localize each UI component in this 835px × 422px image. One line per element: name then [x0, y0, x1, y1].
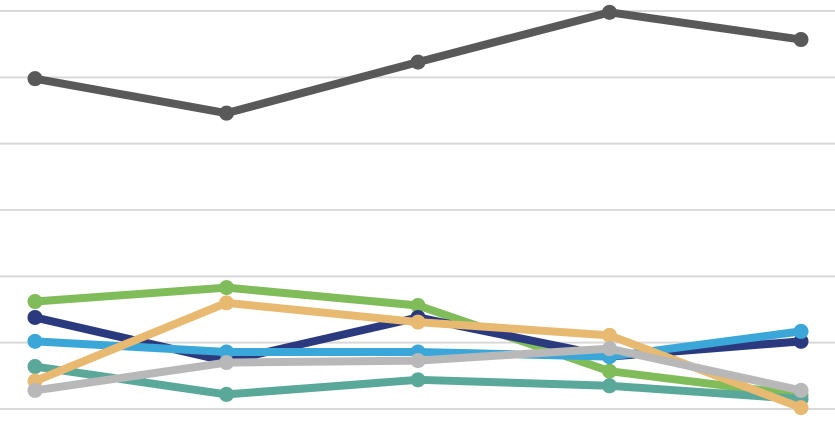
series-2-point-2[interactable]: [219, 280, 234, 296]
series-5-point-1[interactable]: [27, 359, 43, 375]
series-5-point-3[interactable]: [410, 372, 426, 388]
series-5: [27, 359, 809, 407]
series-6-point-3[interactable]: [410, 314, 426, 330]
series-1-point-5[interactable]: [793, 32, 809, 48]
series-6-point-4[interactable]: [602, 327, 617, 343]
series-5-point-2[interactable]: [219, 386, 234, 402]
series-1-point-2[interactable]: [219, 105, 234, 121]
series-4-point-2[interactable]: [219, 344, 234, 360]
series-1: [27, 4, 809, 121]
series-2-point-3[interactable]: [410, 298, 426, 314]
series-4-point-1[interactable]: [27, 333, 43, 349]
series-7: [27, 341, 809, 398]
series-7-point-4[interactable]: [602, 341, 617, 357]
series-1-point-3[interactable]: [410, 54, 426, 70]
series-2-point-4[interactable]: [602, 363, 617, 379]
series-7-point-5[interactable]: [793, 382, 809, 398]
series-7-point-3[interactable]: [410, 353, 426, 369]
series-1-point-1[interactable]: [27, 71, 43, 87]
series-1-point-4[interactable]: [602, 4, 617, 20]
series-6-point-5[interactable]: [793, 400, 809, 416]
series-4-point-5[interactable]: [793, 323, 809, 339]
series-7-point-2[interactable]: [219, 355, 234, 371]
series-7-point-1[interactable]: [27, 382, 43, 398]
series-group: [27, 4, 809, 416]
series-6-point-2[interactable]: [219, 295, 234, 311]
series-2-point-1[interactable]: [27, 294, 43, 310]
series-5-point-4[interactable]: [602, 378, 617, 394]
series-3-point-1[interactable]: [27, 309, 43, 325]
